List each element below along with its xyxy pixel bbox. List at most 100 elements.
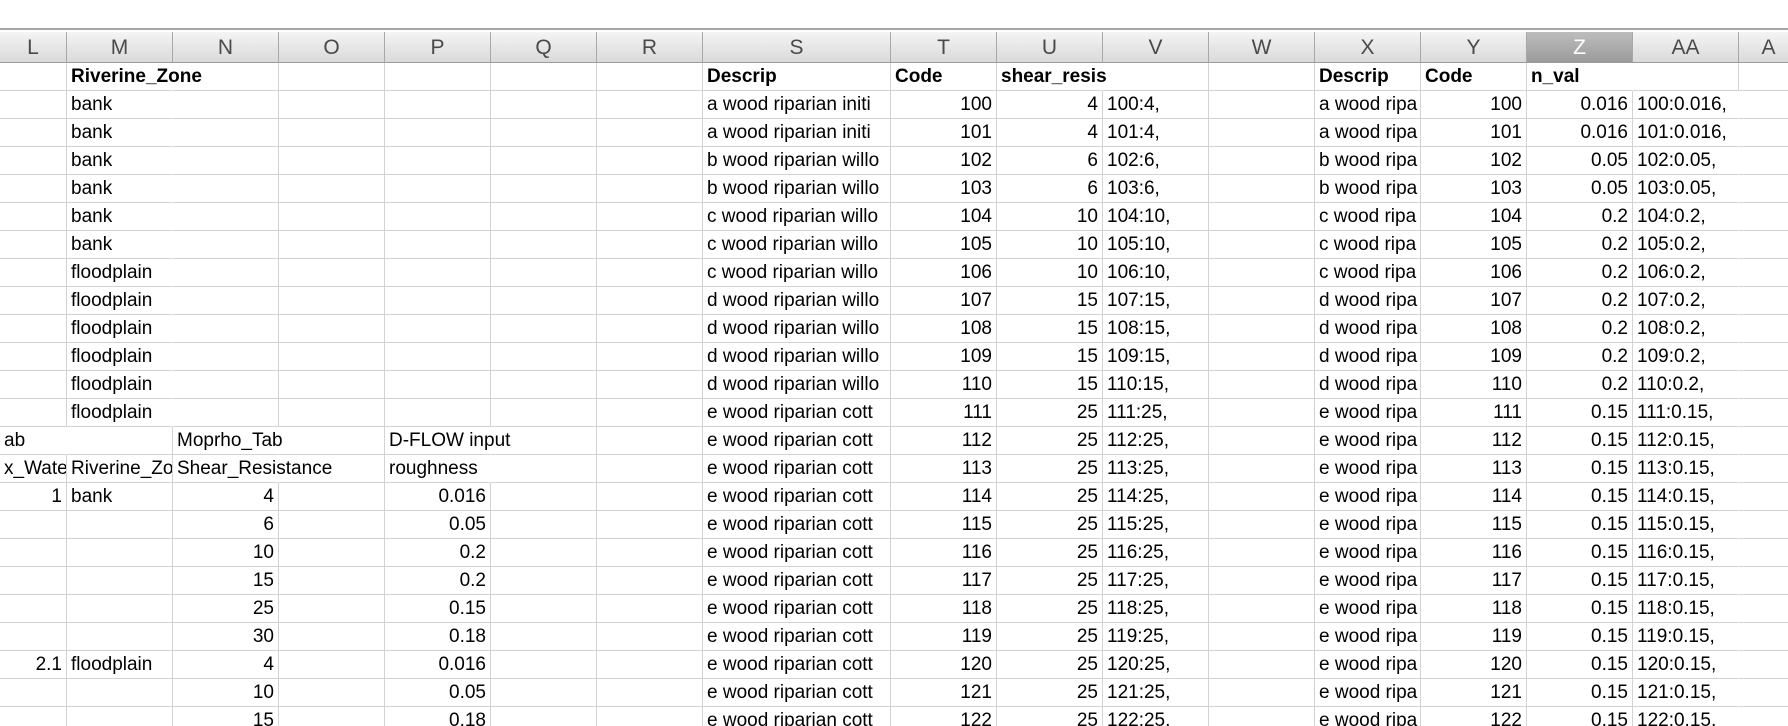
cell-m7[interactable]: bank [67, 231, 173, 259]
cell-v3[interactable]: 101:4, [1103, 119, 1209, 147]
cell-aa23[interactable]: 121:0.15, [1633, 679, 1739, 707]
cell-w11[interactable] [1209, 343, 1315, 371]
cell-s24[interactable]: e wood riparian cott [703, 707, 891, 726]
cell-m6[interactable]: bank [67, 203, 173, 231]
cell-r8[interactable] [597, 259, 703, 287]
cell-l8[interactable] [0, 259, 67, 287]
cell-a10[interactable] [1739, 315, 1788, 343]
cell-s20[interactable]: e wood riparian cott [703, 595, 891, 623]
cell-o10[interactable] [279, 315, 385, 343]
cell-o20[interactable] [279, 595, 385, 623]
cell-q9[interactable] [491, 287, 597, 315]
cell-x7[interactable]: c wood ripa [1315, 231, 1421, 259]
cell-r4[interactable] [597, 147, 703, 175]
cell-q22[interactable] [491, 651, 597, 679]
column-header-x[interactable]: X [1315, 32, 1421, 63]
cell-l24[interactable] [0, 707, 67, 726]
column-header-a[interactable]: A [1739, 32, 1788, 63]
cell-y18[interactable]: 116 [1421, 539, 1527, 567]
cell-n9[interactable] [173, 287, 279, 315]
cell-p14[interactable]: D-FLOW input [385, 427, 510, 455]
column-header-y[interactable]: Y [1421, 32, 1527, 63]
cell-t18[interactable]: 116 [891, 539, 997, 567]
cell-l15[interactable]: x_Wate [0, 455, 67, 483]
cell-q23[interactable] [491, 679, 597, 707]
cell-l9[interactable] [0, 287, 67, 315]
cell-o4[interactable] [279, 147, 385, 175]
cell-y15[interactable]: 113 [1421, 455, 1527, 483]
cell-l16[interactable]: 1 [0, 483, 67, 511]
cell-o18[interactable] [279, 539, 385, 567]
cell-x23[interactable]: e wood ripa [1315, 679, 1421, 707]
cell-t15[interactable]: 113 [891, 455, 997, 483]
cell-p24[interactable]: 0.18 [385, 707, 491, 726]
cell-o9[interactable] [279, 287, 385, 315]
cell-aa1[interactable] [1633, 63, 1739, 91]
cell-y5[interactable]: 103 [1421, 175, 1527, 203]
cell-p4[interactable] [385, 147, 491, 175]
cell-a9[interactable] [1739, 287, 1788, 315]
cell-aa11[interactable]: 109:0.2, [1633, 343, 1739, 371]
cell-s5[interactable]: b wood riparian willo [703, 175, 891, 203]
cell-aa24[interactable]: 122:0.15, [1633, 707, 1739, 726]
cell-p19[interactable]: 0.2 [385, 567, 491, 595]
cell-z1[interactable]: n_val [1527, 63, 1633, 91]
cell-o22[interactable] [279, 651, 385, 679]
cell-u13[interactable]: 25 [997, 399, 1103, 427]
cell-q1[interactable] [491, 63, 597, 91]
cell-s19[interactable]: e wood riparian cott [703, 567, 891, 595]
cell-u18[interactable]: 25 [997, 539, 1103, 567]
column-header-w[interactable]: W [1209, 32, 1315, 63]
cell-w8[interactable] [1209, 259, 1315, 287]
cell-aa22[interactable]: 120:0.15, [1633, 651, 1739, 679]
cell-q16[interactable] [491, 483, 597, 511]
cell-o17[interactable] [279, 511, 385, 539]
cell-u17[interactable]: 25 [997, 511, 1103, 539]
cell-z17[interactable]: 0.15 [1527, 511, 1633, 539]
cell-z16[interactable]: 0.15 [1527, 483, 1633, 511]
cell-a12[interactable] [1739, 371, 1788, 399]
cell-aa4[interactable]: 102:0.05, [1633, 147, 1739, 175]
cell-o8[interactable] [279, 259, 385, 287]
cell-x8[interactable]: c wood ripa [1315, 259, 1421, 287]
cell-a15[interactable] [1739, 455, 1788, 483]
cell-v18[interactable]: 116:25, [1103, 539, 1209, 567]
cell-p15[interactable]: roughness [385, 455, 491, 483]
cell-w12[interactable] [1209, 371, 1315, 399]
cell-x10[interactable]: d wood ripa [1315, 315, 1421, 343]
cell-w24[interactable] [1209, 707, 1315, 726]
cell-t2[interactable]: 100 [891, 91, 997, 119]
cell-y2[interactable]: 100 [1421, 91, 1527, 119]
cell-a2[interactable] [1739, 91, 1788, 119]
cell-aa15[interactable]: 113:0.15, [1633, 455, 1739, 483]
cell-n10[interactable] [173, 315, 279, 343]
cell-x21[interactable]: e wood ripa [1315, 623, 1421, 651]
cell-n17[interactable]: 6 [173, 511, 279, 539]
cell-m19[interactable] [67, 567, 173, 595]
cell-z19[interactable]: 0.15 [1527, 567, 1633, 595]
cell-y23[interactable]: 121 [1421, 679, 1527, 707]
cell-q13[interactable] [491, 399, 597, 427]
cell-u7[interactable]: 10 [997, 231, 1103, 259]
cell-m23[interactable] [67, 679, 173, 707]
cell-m10[interactable]: floodplain [67, 315, 173, 343]
cell-q10[interactable] [491, 315, 597, 343]
cell-w20[interactable] [1209, 595, 1315, 623]
cell-r5[interactable] [597, 175, 703, 203]
cell-a22[interactable] [1739, 651, 1788, 679]
cell-z20[interactable]: 0.15 [1527, 595, 1633, 623]
cell-l13[interactable] [0, 399, 67, 427]
cell-t12[interactable]: 110 [891, 371, 997, 399]
cell-o15[interactable] [279, 455, 385, 483]
cell-l3[interactable] [0, 119, 67, 147]
cell-u16[interactable]: 25 [997, 483, 1103, 511]
cell-t1[interactable]: Code [891, 63, 997, 91]
column-header-v[interactable]: V [1103, 32, 1209, 63]
cell-aa20[interactable]: 118:0.15, [1633, 595, 1739, 623]
cell-m16[interactable]: bank [67, 483, 173, 511]
cell-m20[interactable] [67, 595, 173, 623]
column-header-r[interactable]: R [597, 32, 703, 63]
cell-p1[interactable] [385, 63, 491, 91]
cell-z5[interactable]: 0.05 [1527, 175, 1633, 203]
cell-s18[interactable]: e wood riparian cott [703, 539, 891, 567]
